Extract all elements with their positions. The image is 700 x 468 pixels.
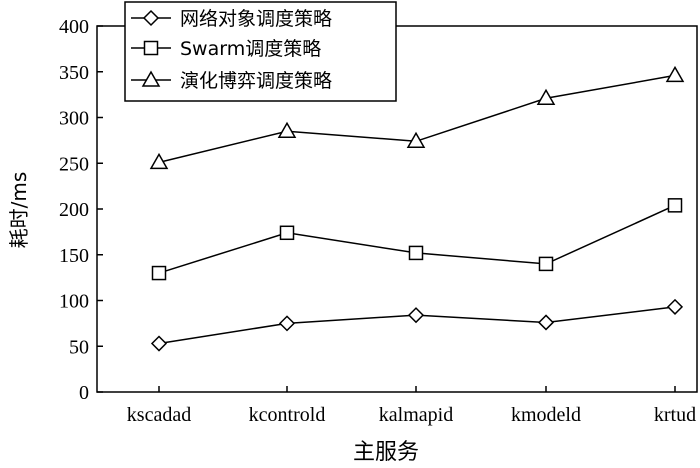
legend-label: 演化博弈调度策略 <box>180 70 332 92</box>
series-layer <box>149 65 685 352</box>
legend-marker <box>143 40 159 56</box>
legend-label: 网络对象调度策略 <box>180 8 332 30</box>
y-tick-label: 50 <box>69 336 89 358</box>
data-point <box>666 298 684 315</box>
data-point <box>407 307 425 324</box>
x-tick-label: krtud <box>654 404 696 426</box>
series-line <box>158 204 676 274</box>
y-tick-label: 400 <box>59 16 89 38</box>
series-square <box>151 198 683 281</box>
data-point <box>277 121 297 138</box>
x-axis: kscadad kcontrold kalmapid kmodeld krtud <box>127 386 696 426</box>
data-point <box>279 225 295 241</box>
data-point <box>667 198 683 213</box>
x-axis-label: 主服务 <box>353 440 419 465</box>
data-point <box>150 335 168 352</box>
legend-marker <box>141 70 161 87</box>
y-tick-label: 350 <box>59 62 89 84</box>
y-axis: 0 50 100 150 200 250 300 350 400 <box>59 16 103 404</box>
y-tick-label: 0 <box>79 382 89 404</box>
y-tick-label: 250 <box>59 153 89 175</box>
legend-marker <box>142 9 160 27</box>
data-point <box>538 256 554 272</box>
data-point <box>537 314 555 331</box>
y-tick-label: 100 <box>59 291 89 313</box>
x-tick-label: kcontrold <box>249 404 326 426</box>
data-point <box>406 131 426 149</box>
data-point <box>536 88 556 106</box>
x-tick-label: kmodeld <box>511 404 581 426</box>
x-tick-label: kscadad <box>127 404 191 426</box>
y-axis-label: 耗时/ms <box>7 172 31 249</box>
y-tick-label: 200 <box>59 199 89 221</box>
data-point <box>149 152 169 170</box>
series-triangle <box>149 65 685 170</box>
series-diamond <box>150 298 684 352</box>
x-tick-label: kalmapid <box>379 404 453 426</box>
y-tick-label: 300 <box>59 108 89 130</box>
data-point <box>408 245 424 261</box>
y-tick-label: 150 <box>59 245 89 267</box>
legend-label: Swarm调度策略 <box>180 38 321 60</box>
data-point <box>665 65 685 83</box>
data-point <box>151 265 167 281</box>
data-point <box>278 315 296 332</box>
